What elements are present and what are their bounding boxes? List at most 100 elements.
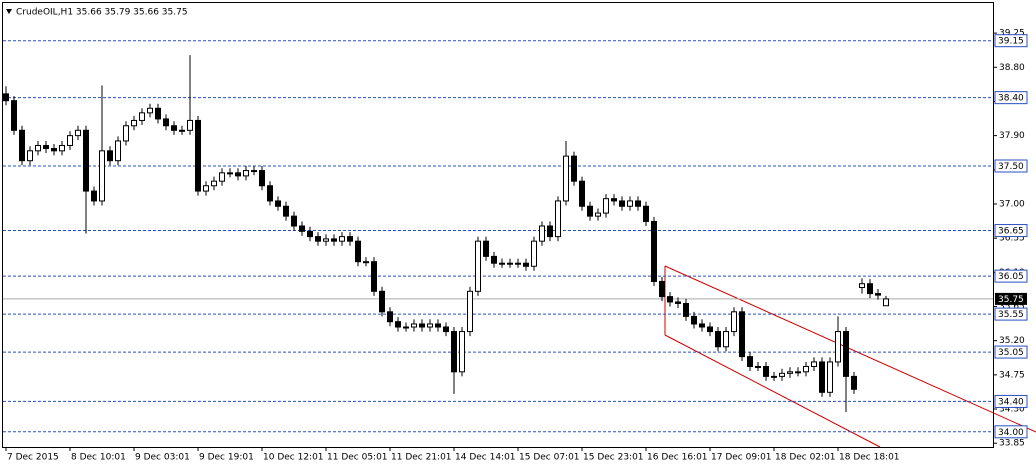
x-tick-label: 7 Dec 2015: [7, 453, 59, 463]
candle-body: [859, 283, 865, 289]
candle-body: [275, 200, 281, 207]
candle-body: [467, 290, 473, 333]
candle-body: [563, 155, 569, 202]
candle-body: [579, 180, 585, 207]
x-tick-label: 8 Dec 10:01: [71, 453, 126, 463]
level-label-box: [994, 91, 1028, 105]
chart-title: CrudeOIL,H1 35.66 35.79 35.66 35.75: [16, 8, 188, 18]
y-tick-label: 33.85: [999, 439, 1025, 449]
candle-body: [715, 331, 721, 348]
candle-body: [875, 293, 881, 296]
candle-body: [403, 326, 409, 329]
candle-body: [171, 125, 177, 131]
candle-body: [251, 170, 257, 173]
candle-body: [811, 361, 817, 367]
candle-body: [187, 119, 193, 131]
y-tick-label: 34.30: [999, 405, 1025, 415]
candle-body: [675, 301, 681, 304]
candle-body: [195, 119, 201, 192]
level-label: 36.05: [998, 272, 1024, 282]
current-price-label: 35.75: [998, 295, 1024, 305]
level-label: 37.50: [998, 162, 1024, 172]
candle-body: [595, 212, 601, 217]
candle-body: [835, 331, 841, 363]
candle-body: [299, 225, 305, 232]
candle-body: [851, 375, 857, 390]
candle-body: [323, 238, 329, 242]
candle-body: [435, 323, 441, 328]
candle-body: [547, 225, 553, 238]
candle-body: [571, 155, 577, 182]
x-tick-label: 15 Dec 23:01: [583, 453, 644, 463]
level-label-box: [994, 425, 1028, 439]
candle-body: [827, 361, 833, 393]
candle-body: [795, 371, 801, 374]
candle-body: [771, 375, 777, 378]
candle-body: [483, 240, 489, 257]
x-tick-label: 9 Dec 19:01: [199, 453, 254, 463]
candle-body: [499, 262, 505, 265]
candle-body: [179, 129, 185, 132]
candle-body: [227, 172, 233, 175]
candle-body: [99, 150, 105, 202]
y-tick-label: 36.55: [999, 234, 1025, 244]
candle-body: [203, 185, 209, 192]
x-tick-label: 15 Dec 07:01: [519, 453, 580, 463]
channel-upper: [664, 265, 1036, 433]
candle-body: [67, 135, 73, 146]
candle-body: [123, 125, 129, 142]
candle-body: [211, 180, 217, 187]
candle-body: [787, 371, 793, 374]
candle-body: [843, 331, 849, 377]
level-label: 34.00: [998, 428, 1024, 438]
candle-body: [3, 93, 9, 102]
candle-body: [691, 315, 697, 325]
candle-body: [803, 365, 809, 373]
candle-body: [267, 185, 273, 202]
level-label-box: [994, 269, 1028, 283]
y-tick-label: 37.90: [999, 131, 1025, 141]
level-label: 39.15: [998, 37, 1024, 47]
candle-body: [395, 321, 401, 328]
candle-body: [419, 323, 425, 328]
x-tick-label: 16 Dec 16:01: [647, 453, 708, 463]
candle-body: [347, 236, 353, 242]
candle-body: [883, 298, 889, 307]
candle-body: [107, 150, 113, 162]
candle-body: [163, 118, 169, 127]
candle-body: [83, 129, 89, 192]
candle-body: [443, 326, 449, 333]
candle-body: [755, 365, 761, 368]
level-label: 35.05: [998, 348, 1024, 358]
candle-body: [475, 240, 481, 292]
level-label: 35.55: [998, 310, 1024, 320]
candle-body: [627, 200, 633, 207]
candle-body: [611, 198, 617, 202]
candle-body: [35, 144, 41, 152]
candle-body: [867, 283, 873, 295]
candle-body: [235, 172, 241, 177]
x-tick-label: 18 Dec 18:01: [839, 453, 900, 463]
candle-body: [339, 236, 345, 242]
y-tick-label: 38.80: [999, 63, 1025, 73]
candle-body: [723, 331, 729, 348]
level-label-box: [994, 34, 1028, 48]
x-tick-label: 11 Dec 21:01: [391, 453, 452, 463]
candle-body: [219, 172, 225, 182]
current-price-box: [995, 292, 1027, 305]
candle-body: [515, 262, 521, 265]
candle-body: [91, 190, 97, 202]
candle-body: [291, 215, 297, 227]
level-label-box: [994, 224, 1028, 238]
candle-body: [779, 372, 785, 377]
level-label: 34.40: [998, 397, 1024, 407]
candle-body: [747, 356, 753, 367]
candle-body: [43, 144, 49, 150]
level-label-box: [994, 159, 1028, 173]
candle-body: [683, 302, 689, 317]
candle-body: [603, 198, 609, 214]
x-tick-label: 14 Dec 14:01: [455, 453, 516, 463]
candle-body: [659, 280, 665, 298]
